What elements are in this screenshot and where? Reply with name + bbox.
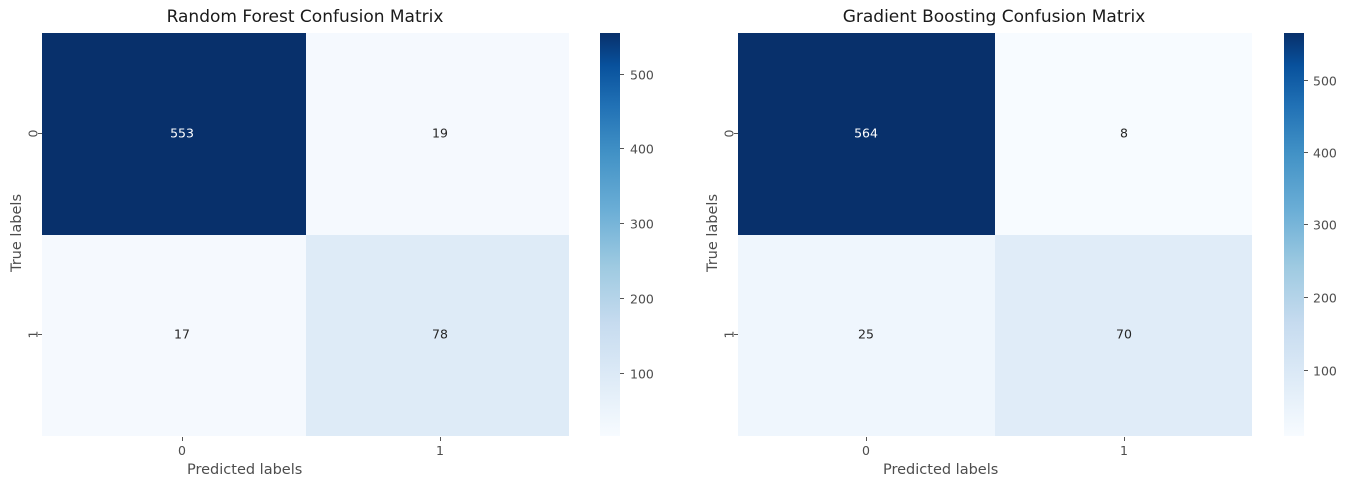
gb-cb-tick-400	[1304, 152, 1308, 153]
rf-value-0-0: 553	[170, 125, 194, 141]
gb-value-0-1: 8	[1120, 125, 1128, 141]
gb-cb-label-500: 500	[1313, 73, 1337, 89]
gb-xtick-1: 1	[1120, 443, 1128, 458]
rf-xtick-1: 1	[436, 443, 444, 458]
rf-value-1-1: 78	[432, 326, 448, 342]
gb-ytick-mark-0	[734, 133, 738, 134]
rf-cb-tick-300	[620, 223, 624, 224]
rf-cb-label-400: 400	[630, 141, 654, 157]
rf-value-1-0: 17	[174, 326, 190, 342]
rf-cb-tick-200	[620, 298, 624, 299]
gb-ylabel: True labels	[705, 193, 722, 273]
rf-cell-0-0	[42, 33, 306, 235]
rf-xtick-mark-0	[182, 437, 183, 441]
rf-cb-label-500: 500	[630, 67, 654, 83]
rf-cell-0-1	[306, 33, 569, 235]
rf-cb-tick-500	[620, 74, 624, 75]
rf-colorbar	[600, 33, 620, 436]
gb-cell-1-0	[738, 235, 995, 436]
gb-cb-tick-500	[1304, 80, 1308, 81]
gb-cell-0-0	[738, 33, 995, 235]
gb-value-1-0: 25	[858, 326, 874, 342]
gb-cb-label-200: 200	[1313, 290, 1337, 306]
gb-xtick-mark-1	[1124, 437, 1125, 441]
gb-cb-tick-200	[1304, 297, 1308, 298]
gb-ytick-mark-1	[734, 334, 738, 335]
rf-cb-label-100: 100	[630, 366, 654, 382]
rf-ytick-mark-1	[38, 334, 42, 335]
gb-ytick-1: 1	[721, 330, 737, 339]
gb-cb-label-400: 400	[1313, 145, 1337, 161]
gb-cb-tick-300	[1304, 224, 1308, 225]
gb-cell-1-1	[995, 235, 1252, 436]
rf-cb-tick-100	[620, 373, 624, 374]
rf-ytick-1: 1	[25, 330, 41, 339]
rf-ytick-mark-0	[38, 133, 42, 134]
rf-title: Random Forest Confusion Matrix	[166, 7, 444, 27]
gb-ytick-0: 0	[721, 129, 737, 138]
gb-cb-label-300: 300	[1313, 217, 1337, 233]
rf-cb-tick-400	[620, 148, 624, 149]
rf-ytick-0: 0	[25, 129, 41, 138]
gb-value-1-1: 70	[1116, 326, 1132, 342]
rf-value-0-1: 19	[432, 125, 448, 141]
rf-cell-1-1	[306, 235, 569, 436]
gb-cell-0-1	[995, 33, 1252, 235]
rf-cell-1-0	[42, 235, 306, 436]
rf-cb-label-300: 300	[630, 216, 654, 232]
rf-xtick-mark-1	[440, 437, 441, 441]
gb-cb-tick-100	[1304, 370, 1308, 371]
gb-colorbar	[1284, 33, 1304, 436]
gb-title: Gradient Boosting Confusion Matrix	[842, 7, 1146, 27]
gb-xtick-mark-0	[866, 437, 867, 441]
rf-xlabel: Predicted labels	[187, 462, 303, 478]
rf-ylabel: True labels	[9, 193, 26, 273]
gb-value-0-0: 564	[854, 125, 878, 141]
rf-cb-label-200: 200	[630, 291, 654, 307]
gb-xtick-0: 0	[862, 443, 870, 458]
gb-cb-label-100: 100	[1313, 363, 1337, 379]
gb-xlabel: Predicted labels	[883, 462, 999, 478]
rf-xtick-0: 0	[178, 443, 186, 458]
